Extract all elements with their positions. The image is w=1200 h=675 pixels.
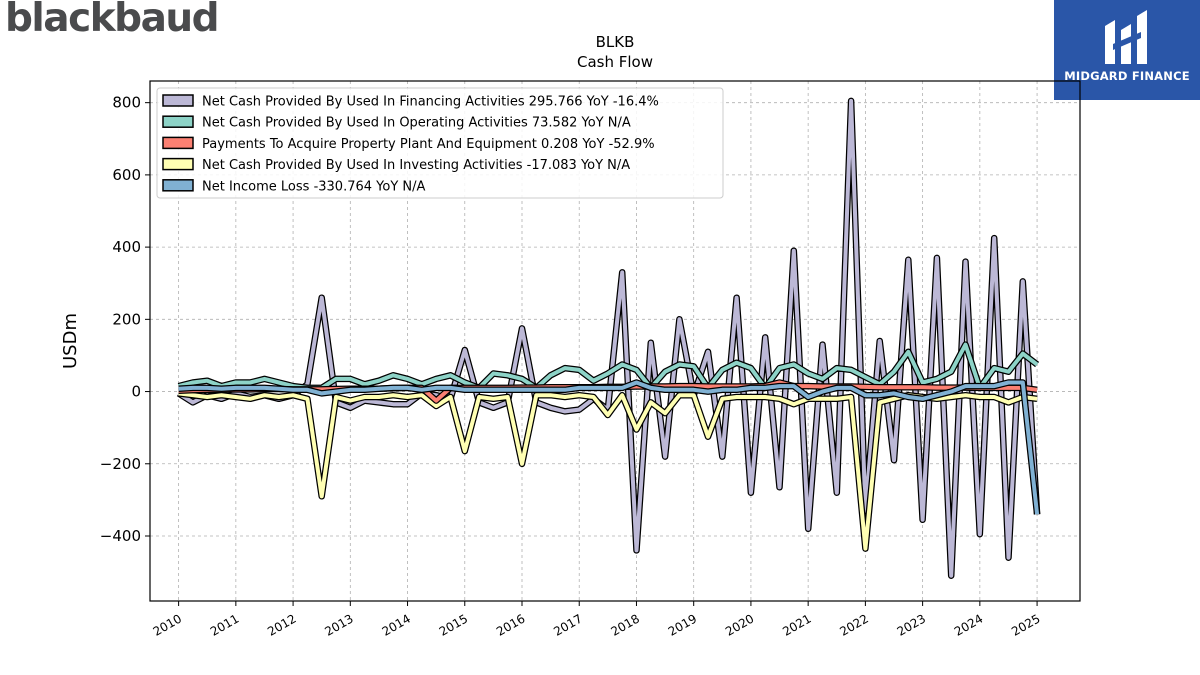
x-tick-label: 2013 [322, 611, 355, 638]
midgard-monogram-icon [1105, 10, 1147, 64]
plot-frame [149, 80, 1081, 602]
legend-entry-4: Net Income Loss -330.764 YoY N/A [202, 179, 425, 194]
x-tick-label: 2016 [494, 611, 527, 638]
series-line-3 [178, 391, 1038, 551]
x-tick-label: 2017 [551, 611, 584, 638]
x-tick-label: 2022 [837, 611, 870, 638]
y-tick-label: −200 [100, 455, 141, 473]
x-tick-label: 2021 [780, 611, 813, 638]
x-tick-label: 2012 [265, 611, 298, 638]
blackbaud-logo: blackbaud [5, 0, 220, 41]
x-tick-label: 2019 [666, 611, 699, 638]
y-tick-label: 600 [112, 166, 141, 184]
x-tick-label: 2024 [952, 611, 985, 638]
x-tick-label: 2020 [723, 611, 756, 638]
legend-swatch-2 [162, 136, 194, 150]
y-tick-label: 0 [131, 383, 141, 401]
x-tick-label: 2025 [1009, 611, 1042, 638]
legend-entry-0: Net Cash Provided By Used In Financing A… [202, 95, 659, 110]
chart-title: BLKB [595, 33, 635, 51]
legend-swatch-3 [162, 157, 194, 171]
x-tick-label: 2015 [437, 611, 470, 638]
legend-entry-2: Payments To Acquire Property Plant And E… [202, 137, 655, 152]
series-line-4 [178, 380, 1040, 515]
midgard-finance-label: MIDGARD FINANCE [1064, 69, 1190, 83]
y-tick-label: −400 [100, 527, 141, 545]
legend-swatch-0 [162, 94, 194, 107]
legend-swatch-4 [162, 179, 194, 192]
y-axis-label: USDm [60, 313, 81, 369]
midgard-finance-badge: MIDGARD FINANCE [1054, 0, 1200, 100]
x-tick-label: 2014 [380, 611, 413, 638]
legend-swatch-1 [162, 115, 194, 128]
legend-entry-3: Net Cash Provided By Used In Investing A… [202, 158, 630, 173]
x-tick-label: 2018 [609, 611, 642, 638]
y-tick-label: 200 [112, 310, 141, 328]
x-tick-label: 2011 [208, 611, 241, 638]
chart-subtitle: Cash Flow [577, 53, 653, 71]
legend-entry-1: Net Cash Provided By Used In Operating A… [202, 116, 631, 131]
legend-box [156, 87, 724, 199]
x-tick-label: 2023 [895, 611, 928, 638]
x-tick-label: 2010 [151, 611, 184, 638]
y-tick-label: 800 [112, 94, 141, 112]
y-tick-label: 400 [112, 238, 141, 256]
